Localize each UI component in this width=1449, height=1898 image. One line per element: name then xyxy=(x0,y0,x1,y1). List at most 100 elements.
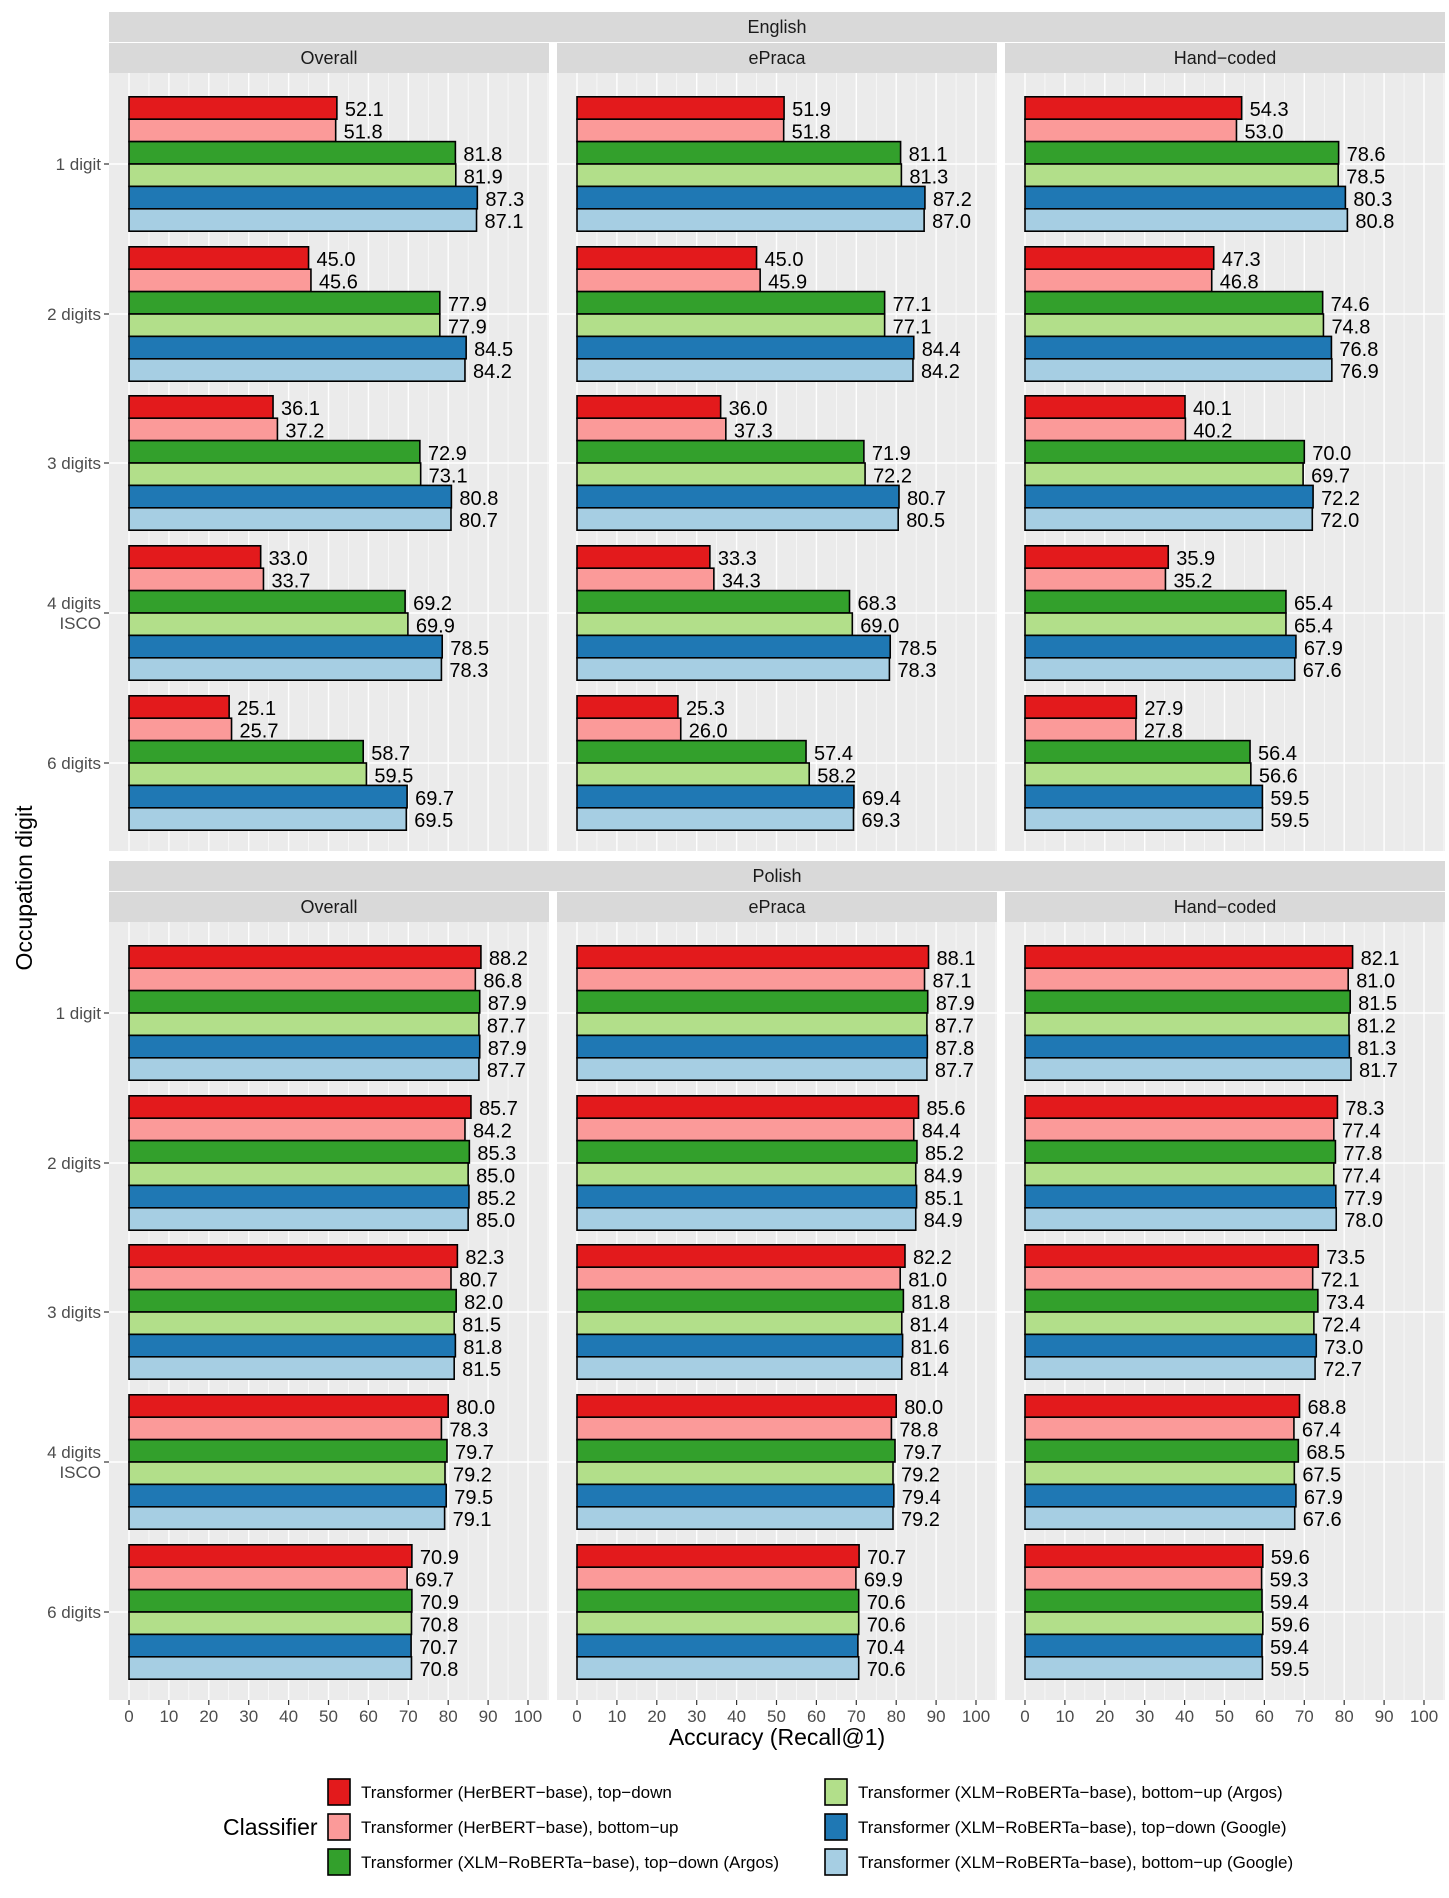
bar xyxy=(576,1356,903,1381)
bar xyxy=(576,96,785,121)
bar xyxy=(128,1288,457,1313)
legend-key-swatch xyxy=(824,1848,848,1876)
bar-value-label: 79.4 xyxy=(902,1487,941,1509)
bar-value-label: 87.1 xyxy=(485,211,524,233)
bar-value-label: 53.0 xyxy=(1244,122,1283,144)
x-tick-label: 50 xyxy=(767,1707,786,1726)
bar xyxy=(128,784,408,809)
bar xyxy=(1024,1438,1300,1463)
bar xyxy=(1024,394,1186,419)
x-tick-label: 0 xyxy=(1020,1707,1029,1726)
bar xyxy=(576,589,851,614)
bar xyxy=(1024,544,1170,569)
bar-value-label: 67.6 xyxy=(1303,660,1342,682)
x-tick-label: 0 xyxy=(572,1707,581,1726)
bar xyxy=(576,1311,903,1336)
y-tick-label: 1 digit xyxy=(56,155,102,174)
bar xyxy=(1024,967,1349,992)
bar xyxy=(576,208,925,233)
bar xyxy=(1024,1162,1335,1187)
bar-value-label: 87.7 xyxy=(935,1015,974,1037)
facet-strip-1 xyxy=(109,861,1445,891)
bar xyxy=(128,1461,446,1486)
panel-strip-label: Hand−coded xyxy=(1174,48,1277,68)
bar xyxy=(576,1184,918,1209)
bar-value-label: 59.4 xyxy=(1270,1637,1309,1659)
bar-value-label: 81.0 xyxy=(1356,971,1395,993)
bar-value-label: 51.8 xyxy=(344,122,383,144)
bar-value-label: 87.0 xyxy=(932,211,971,233)
bar xyxy=(1024,1244,1320,1269)
bar-value-label: 71.9 xyxy=(872,443,911,465)
bar-value-label: 84.2 xyxy=(473,361,512,383)
bar xyxy=(576,506,899,531)
bar-value-label: 80.5 xyxy=(906,510,945,532)
bar xyxy=(576,1483,895,1508)
bar-value-label: 79.2 xyxy=(901,1464,940,1486)
bar xyxy=(1024,612,1287,637)
bar-value-label: 86.8 xyxy=(483,971,522,993)
bar-value-label: 79.7 xyxy=(455,1442,494,1464)
bar xyxy=(576,694,679,719)
bar xyxy=(128,612,409,637)
bar xyxy=(576,1162,917,1187)
bar-value-label: 69.9 xyxy=(864,1570,903,1592)
bar-value-label: 59.5 xyxy=(1270,810,1309,832)
bar xyxy=(576,313,886,338)
bar xyxy=(1024,1095,1339,1120)
bar-value-label: 70.7 xyxy=(419,1637,458,1659)
bar xyxy=(128,1611,413,1636)
bar xyxy=(576,1544,860,1569)
legend-title: Classifier xyxy=(223,1814,318,1840)
bar xyxy=(1024,989,1351,1014)
bar-value-label: 84.4 xyxy=(922,339,961,361)
bar xyxy=(128,1438,448,1463)
bar xyxy=(1024,1034,1351,1059)
bar-value-label: 40.1 xyxy=(1193,398,1232,420)
bar xyxy=(128,1057,480,1082)
x-tick-label: 100 xyxy=(962,1707,990,1726)
bar xyxy=(576,967,926,992)
bar xyxy=(128,484,453,509)
bar-value-label: 81.8 xyxy=(463,144,502,166)
bar xyxy=(576,989,929,1014)
bar-value-label: 87.9 xyxy=(936,993,975,1015)
bar-value-label: 87.7 xyxy=(935,1060,974,1082)
bar-value-label: 65.4 xyxy=(1294,593,1333,615)
bar xyxy=(128,506,452,531)
bar xyxy=(1024,634,1297,659)
x-tick-label: 80 xyxy=(1335,1707,1354,1726)
bar xyxy=(576,1034,929,1059)
bar xyxy=(1024,1057,1352,1082)
bar xyxy=(576,118,785,143)
x-tick-label: 60 xyxy=(359,1707,378,1726)
x-tick-label: 30 xyxy=(1135,1707,1154,1726)
x-tick-label: 100 xyxy=(1410,1707,1438,1726)
bar xyxy=(128,1311,455,1336)
y-tick-label: 3 digits xyxy=(47,1303,101,1322)
bar xyxy=(576,1566,857,1591)
bar xyxy=(1024,96,1243,121)
x-tick-label: 70 xyxy=(399,1707,418,1726)
bar xyxy=(1024,1288,1319,1313)
legend-entry-label: Transformer (HerBERT−base), bottom−up xyxy=(361,1818,678,1837)
bar xyxy=(128,589,406,614)
bar-value-label: 81.1 xyxy=(909,144,948,166)
x-tick-label: 50 xyxy=(1215,1707,1234,1726)
facet-strip-0 xyxy=(109,12,1445,42)
bar-value-label: 82.1 xyxy=(1361,948,1400,970)
bar-value-label: 68.8 xyxy=(1308,1397,1347,1419)
bar xyxy=(128,118,337,143)
x-tick-label: 0 xyxy=(124,1707,133,1726)
facet-strip-label: English xyxy=(747,17,806,37)
bar-value-label: 70.7 xyxy=(867,1547,906,1569)
legend-key-swatch xyxy=(824,1778,848,1806)
bar xyxy=(1024,717,1137,742)
bar xyxy=(128,1333,457,1358)
bar-value-label: 81.7 xyxy=(1359,1060,1398,1082)
bar xyxy=(576,1207,917,1232)
bar-value-label: 79.2 xyxy=(453,1464,492,1486)
bar xyxy=(1024,417,1187,442)
x-tick-label: 100 xyxy=(514,1707,542,1726)
bar-value-label: 81.5 xyxy=(462,1359,501,1381)
